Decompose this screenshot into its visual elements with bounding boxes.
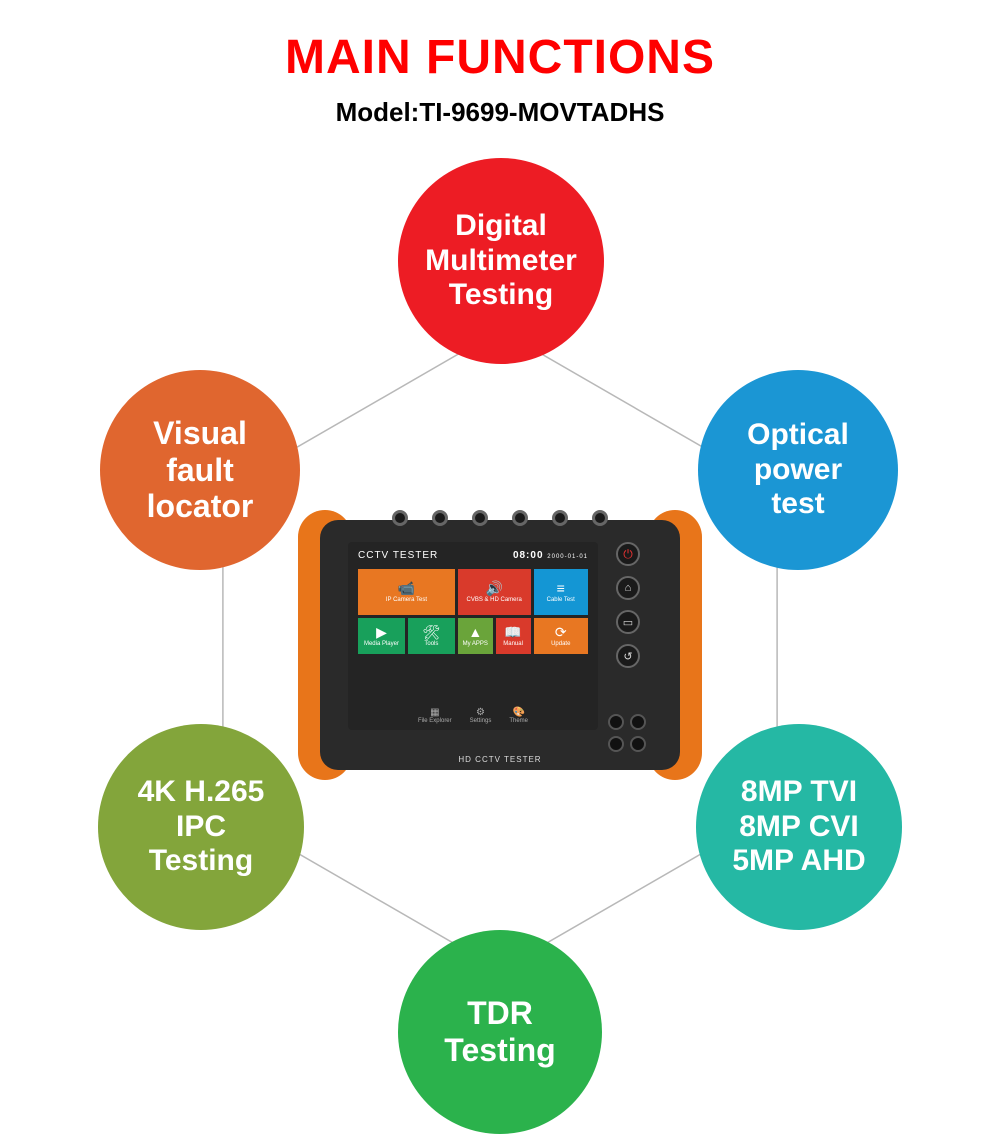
feature-circle-4k-ipc: 4K H.265 IPC Testing [98,724,304,930]
screen-tile: ▲My APPS [458,618,493,654]
device-bottom-label: HD CCTV TESTER [320,755,680,764]
screen-tile: 🔊CVBS & HD Camera [458,569,531,615]
back-icon: ↺ [616,644,640,668]
screen-date: 2000-01-01 [547,554,588,560]
device-jacks [608,714,646,752]
screen-tile: ≡Cable Test [534,569,588,615]
screen-bottom-icons: ▦File Explorer ⚙Settings 🎨Theme [358,707,588,724]
screen-tiles: 📹IP Camera Test🔊CVBS & HD Camera≡Cable T… [358,569,588,654]
screen-tile: 📹IP Camera Test [358,569,455,615]
screen-bottom-icon: ⚙Settings [470,707,492,724]
device-screen: CCTV TESTER 08:00 2000-01-01 📹IP Camera … [348,542,598,730]
feature-circle-digital-multimeter: Digital Multimeter Testing [398,158,604,364]
feature-circle-optical-power: Optical power test [698,370,898,570]
feature-circle-tvi-cvi-ahd: 8MP TVI 8MP CVI 5MP AHD [696,724,902,930]
screen-bottom-icon: 🎨Theme [509,707,528,724]
screen-bottom-icon: ▦File Explorer [418,707,452,724]
device-side-buttons: ⏻ ⌂ ▭ ↺ [610,542,646,668]
screen-tile: 🛠Tools [408,618,455,654]
screen-tile: ▶Media Player [358,618,405,654]
feature-circle-visual-fault: Visual fault locator [100,370,300,570]
screen-tile: ⟳Update [534,618,588,654]
home-icon: ⌂ [616,576,640,600]
device-body: CCTV TESTER 08:00 2000-01-01 📹IP Camera … [320,520,680,770]
feature-circle-tdr: TDR Testing [398,930,602,1134]
screen-tile: 📖Manual [496,618,531,654]
power-icon: ⏻ [616,542,640,566]
cctv-tester-device: CCTV TESTER 08:00 2000-01-01 📹IP Camera … [320,520,680,770]
screen-title: CCTV TESTER [358,550,438,561]
screen-time: 08:00 [513,550,544,561]
menu-icon: ▭ [616,610,640,634]
device-top-connectors [380,510,620,524]
